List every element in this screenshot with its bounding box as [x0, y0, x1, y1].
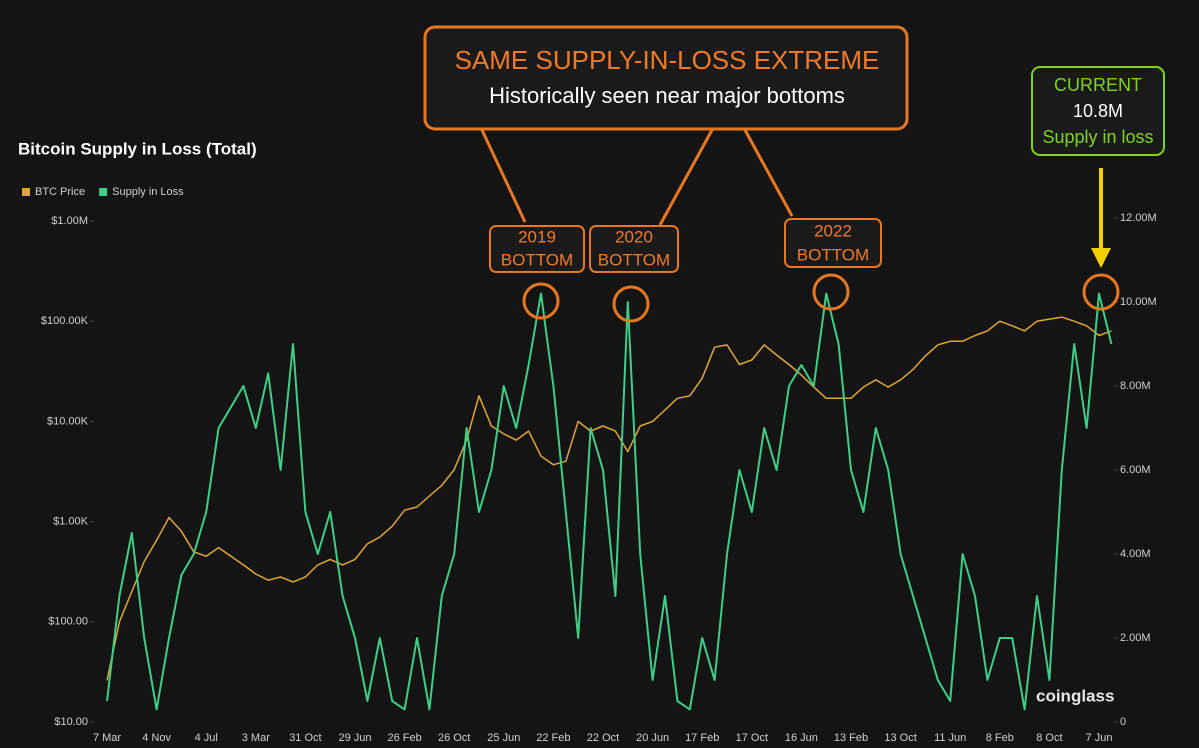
- x-tick-label: 13 Feb: [834, 732, 868, 744]
- x-tick-label: 22 Oct: [587, 732, 619, 744]
- x-tick-label: 26 Oct: [438, 732, 470, 744]
- y2-tick-label: 8.00M: [1120, 380, 1151, 392]
- current-value: 10.8M: [1073, 101, 1123, 121]
- bottom-box: [489, 225, 585, 273]
- x-tick-label: 3 Mar: [242, 732, 270, 744]
- highlight: [1082, 273, 1120, 311]
- y-tick-label: $1.00K: [53, 516, 89, 528]
- x-tick-label: 31 Oct: [289, 732, 321, 744]
- x-tick-label: 8 Feb: [986, 732, 1014, 744]
- plot: $10.00 $100.00 $1.00K $10.00K $100.00K $1.00M…: [41, 212, 1157, 744]
- arrow-head: [1091, 248, 1111, 268]
- x-tick-label: 17 Feb: [685, 732, 719, 744]
- y2-tick-label: 12.00M: [1120, 212, 1157, 224]
- bottom-label: BOTTOM: [501, 250, 573, 269]
- y2-tick-label: 0: [1120, 716, 1126, 728]
- y2-tick-label: 2.00M: [1120, 632, 1151, 644]
- highlight-circles: [522, 273, 1120, 323]
- x-tick-label: 13 Oct: [884, 732, 916, 744]
- x-tick-label: 7 Jun: [1086, 732, 1113, 744]
- y-tick-label: $10.00K: [47, 415, 89, 427]
- bottom-label: 2019: [518, 227, 556, 246]
- x-tick-label: 11 Jun: [934, 732, 966, 744]
- highlight: [522, 282, 560, 320]
- series-line: [106, 292, 1113, 711]
- x-tick-label: 22 Feb: [536, 732, 570, 744]
- y-tick-label: $100.00: [48, 616, 88, 628]
- subline: Historically seen near major bottoms: [489, 83, 845, 108]
- x-tick-label: 4 Nov: [142, 732, 171, 744]
- headline: SAME SUPPLY-IN-LOSS EXTREME: [455, 45, 880, 75]
- legend-swatch: [22, 188, 30, 196]
- x-tick-label: 25 Jun: [487, 732, 520, 744]
- current-label: Supply in loss: [1042, 127, 1153, 147]
- x-tick-label: 8 Oct: [1036, 732, 1062, 744]
- bottom-label: 2020: [615, 227, 653, 246]
- current-label: CURRENT: [1054, 75, 1142, 95]
- x-tick-label: 20 Jun: [636, 732, 669, 744]
- bottom-box: [784, 218, 882, 268]
- annotation: SAME SUPPLY-IN-LOSS EXTREME Historically…: [423, 25, 1165, 273]
- headline-box: [423, 25, 909, 131]
- highlight: [612, 285, 650, 323]
- y-tick-label: $100.00K: [41, 315, 89, 327]
- current-box: [1031, 66, 1165, 156]
- connector: [743, 129, 794, 217]
- bottom-label: BOTTOM: [598, 250, 670, 269]
- x-tick-label: 16 Jun: [785, 732, 818, 744]
- y2-tick-label: 4.00M: [1120, 548, 1151, 560]
- y2-tick-label: 10.00M: [1120, 296, 1157, 308]
- x-tick-label: 29 Jun: [338, 732, 371, 744]
- x-tick-label: 4 Jul: [195, 732, 218, 744]
- connector: [658, 129, 714, 226]
- y2-tick-label: 6.00M: [1120, 464, 1151, 476]
- chart-title: Bitcoin Supply in Loss (Total): [18, 139, 257, 158]
- legend-label: BTC Price: [35, 186, 85, 198]
- connector: [480, 129, 527, 223]
- y-tick-label: $1.00M: [51, 215, 88, 227]
- watermark: coinglass: [1036, 686, 1114, 705]
- legend-label: Supply in Loss: [112, 186, 184, 198]
- highlight: [812, 273, 850, 311]
- x-tick-label: 26 Feb: [387, 732, 421, 744]
- bottom-label: 2022: [814, 221, 852, 240]
- bottom-box: [589, 225, 679, 273]
- legend-swatch: [99, 188, 108, 196]
- y-tick-label: $10.00: [54, 716, 88, 728]
- bottom-label: BOTTOM: [797, 245, 869, 264]
- x-tick-label: 7 Mar: [93, 732, 121, 744]
- series-line: [106, 316, 1112, 681]
- x-tick-label: 17 Oct: [736, 732, 768, 744]
